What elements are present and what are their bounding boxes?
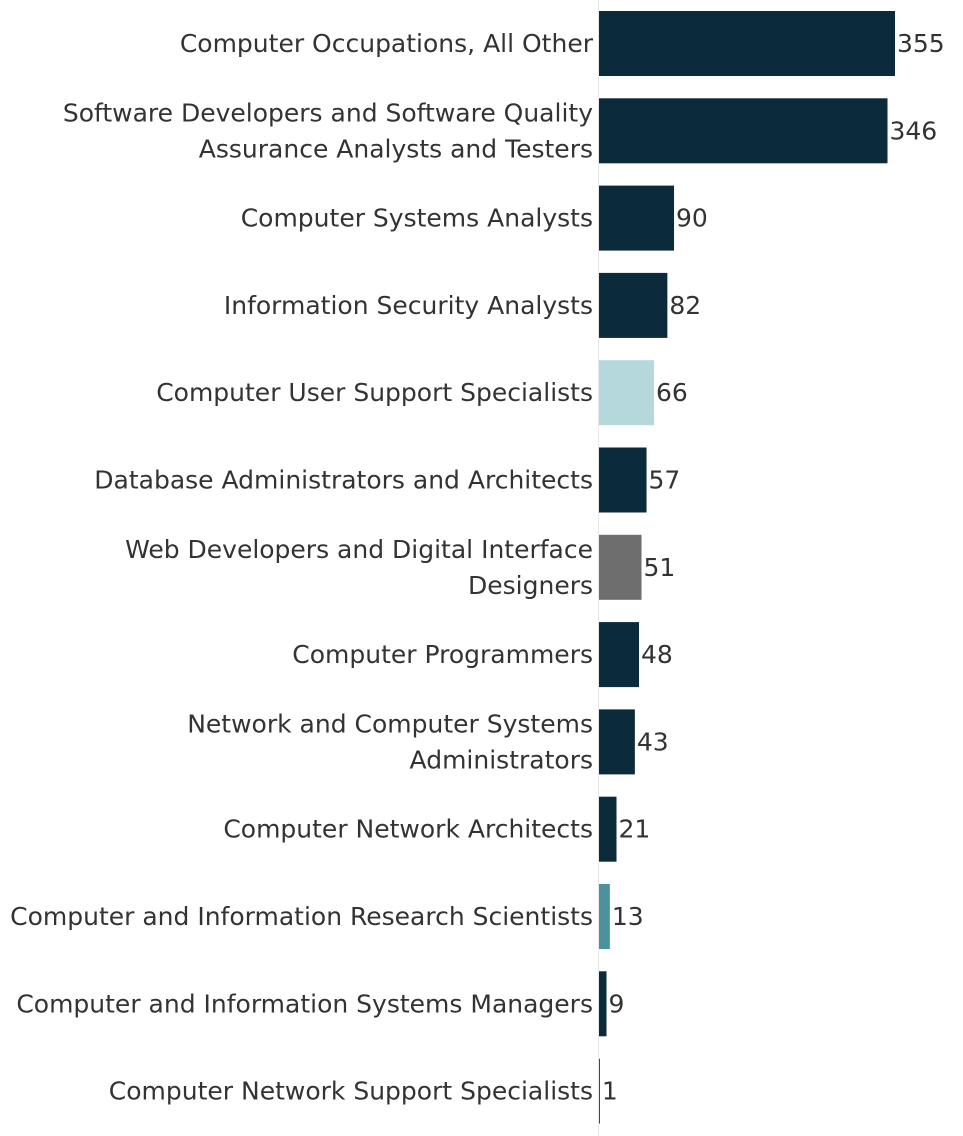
category-label: Web Developers and Digital Interface	[125, 535, 593, 564]
bar	[599, 534, 642, 600]
category-label: Computer and Information Research Scient…	[10, 902, 593, 931]
bar	[599, 884, 610, 949]
bars-group: 355 Computer Occupations, All Other 346 Sof…	[10, 11, 945, 1124]
value-label: 355	[897, 29, 945, 58]
bar	[599, 11, 895, 76]
category-label: Information Security Analysts	[224, 291, 593, 320]
category-label: Assurance Analysts and Testers	[199, 134, 593, 163]
bar	[599, 796, 617, 862]
value-label: 57	[649, 466, 681, 495]
bar	[599, 272, 668, 338]
category-label: Network and Computer Systems	[187, 709, 593, 738]
bar	[599, 185, 675, 251]
bar	[599, 98, 888, 164]
value-label: 21	[619, 815, 651, 844]
bar	[599, 1058, 600, 1124]
category-label: Computer Occupations, All Other	[180, 29, 594, 58]
value-label: 346	[889, 116, 937, 145]
category-label: Computer User Support Specialists	[156, 378, 593, 407]
category-label: Designers	[468, 571, 593, 600]
bar	[599, 622, 640, 688]
category-label: Computer Systems Analysts	[241, 204, 593, 233]
value-label: 51	[644, 553, 676, 582]
category-label: Administrators	[410, 745, 593, 774]
category-label: Software Developers and Software Quality	[63, 98, 593, 127]
value-label: 48	[641, 640, 673, 669]
value-label: 43	[637, 727, 669, 756]
value-label: 9	[609, 989, 625, 1018]
value-label: 82	[669, 291, 701, 320]
category-label: Computer Network Architects	[223, 815, 593, 844]
category-label: Computer Network Support Specialists	[109, 1077, 593, 1106]
value-label: 90	[676, 204, 708, 233]
category-label: Computer and Information Systems Manager…	[16, 989, 593, 1018]
category-label: Database Administrators and Architects	[94, 466, 593, 495]
bar	[599, 447, 647, 513]
category-label: Computer Programmers	[292, 640, 593, 669]
value-label: 1	[602, 1077, 618, 1106]
bar	[599, 360, 655, 426]
bar	[599, 709, 635, 775]
bar	[599, 971, 607, 1037]
value-label: 66	[656, 378, 688, 407]
value-label: 13	[612, 902, 644, 931]
